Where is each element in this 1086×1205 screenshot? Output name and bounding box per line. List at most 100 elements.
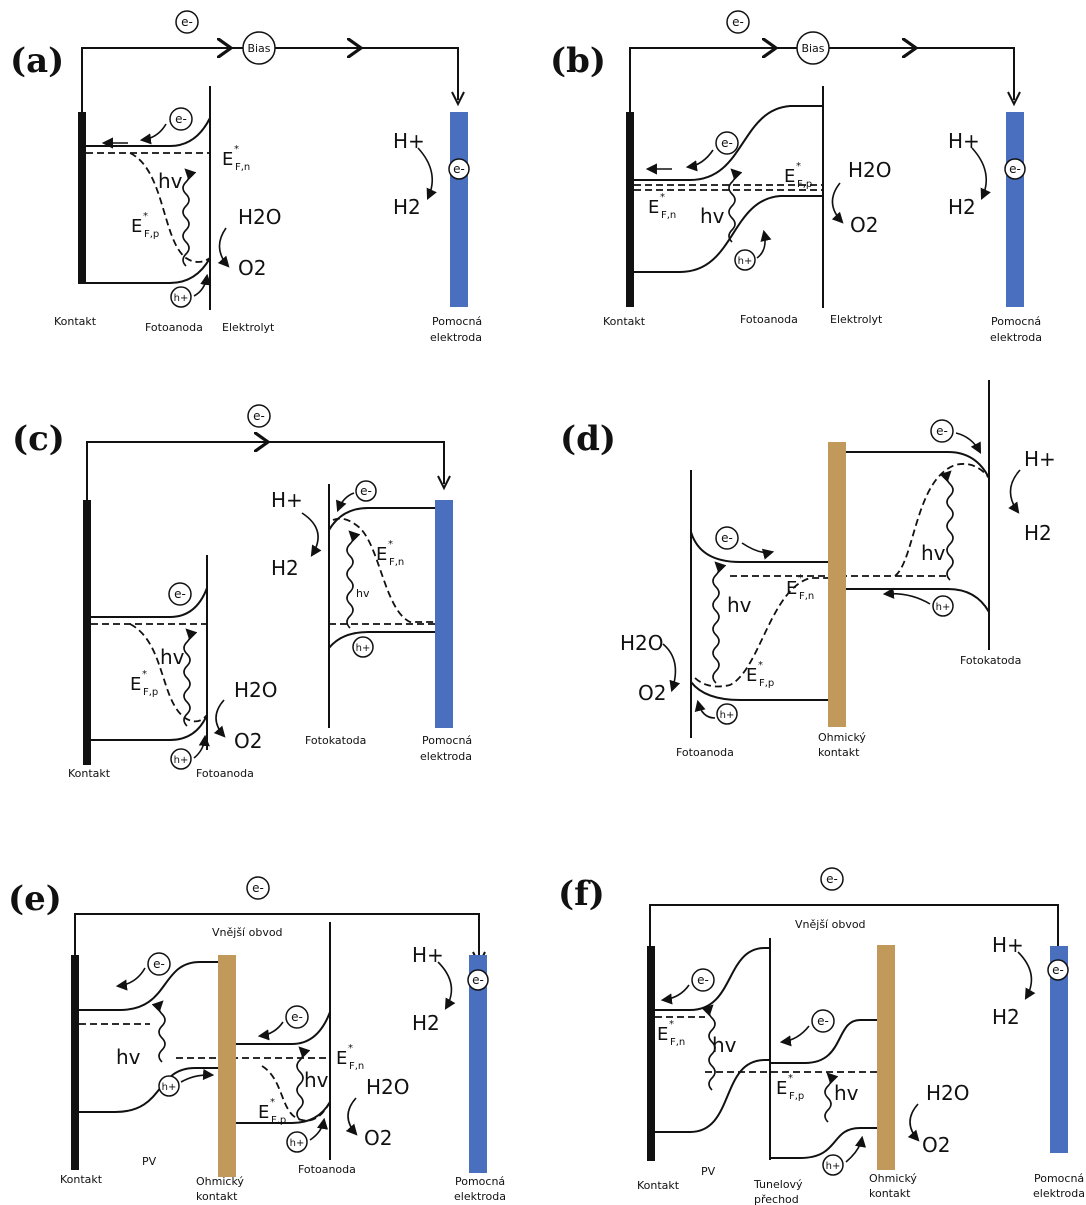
external-circuit-wire — [74, 913, 480, 960]
electron-symbol: e- — [715, 526, 739, 550]
label-ohmicky: Ohmický — [869, 1172, 917, 1185]
electron-symbol: e- — [169, 107, 193, 131]
label-kontakt: Kontakt — [637, 1179, 680, 1192]
label-prechod: přechod — [754, 1193, 799, 1205]
svg-text:e-: e- — [153, 957, 165, 971]
circuit-direction-arrow — [1007, 91, 1021, 107]
svg-text:h+: h+ — [356, 643, 371, 654]
svg-text:*: * — [348, 1043, 353, 1054]
electron-symbol: e- — [691, 968, 715, 992]
svg-text:F,p: F,p — [797, 179, 812, 190]
svg-text:e-: e- — [252, 881, 264, 895]
svg-text:E: E — [784, 166, 795, 187]
label-kontakt: Kontakt — [603, 315, 646, 328]
oxygen-label: O2 — [850, 213, 878, 237]
electron-flow-arrow — [955, 432, 982, 454]
valence-band — [655, 1059, 770, 1133]
svg-text:F,p: F,p — [789, 1091, 804, 1102]
water-label: H2O — [234, 678, 278, 702]
counter-electrode — [1006, 112, 1024, 307]
electron-flow-arrow — [115, 967, 146, 991]
hv-label: hv — [304, 1068, 329, 1092]
panel-e: (e) e- Vnější obvod hv e- h+ — [8, 876, 506, 1203]
oxygen-label: O2 — [922, 1133, 950, 1157]
label-pv: PV — [142, 1155, 157, 1168]
hole-flow-arrow — [309, 1117, 329, 1141]
hydrogen-label: H2 — [948, 195, 976, 219]
hole-quasi-fermi-level — [694, 577, 828, 688]
hole-flow-arrow — [694, 699, 716, 719]
conduction-band — [846, 451, 990, 479]
hydrogen-label: H2 — [992, 1005, 1020, 1029]
svg-text:h+: h+ — [162, 1082, 177, 1093]
svg-text:e-: e- — [721, 136, 733, 150]
proton-label: H+ — [271, 488, 303, 512]
water-label: H2O — [238, 205, 282, 229]
electron-symbol: e- — [355, 480, 377, 502]
electron-symbol: e- — [1004, 158, 1026, 180]
proton-label: H+ — [948, 129, 980, 153]
svg-text:*: * — [660, 192, 665, 203]
fermi-label-p: E * F,p — [746, 660, 774, 689]
hv-label: hv — [727, 593, 752, 617]
contact-bar — [626, 112, 634, 307]
electron-flow-arrow — [779, 1025, 810, 1047]
valence-band — [79, 1067, 218, 1113]
electron-symbol: e- — [820, 867, 844, 891]
hole-symbol: h+ — [170, 286, 192, 308]
electron-symbol: e- — [448, 158, 470, 180]
fermi-label-n: E * F,n — [648, 192, 676, 221]
svg-text:*: * — [270, 1097, 275, 1108]
panel-letter: (d) — [560, 419, 616, 459]
photon-wavy-arrow — [346, 530, 361, 629]
label-ohmicky: Ohmický — [818, 731, 866, 744]
contact-bar — [71, 955, 79, 1170]
label-pomocna: Pomocná — [422, 734, 472, 747]
hydrogen-label: H2 — [393, 195, 421, 219]
hydrogen-label: H2 — [1024, 521, 1052, 545]
svg-text:*: * — [388, 539, 393, 550]
label-fotoanoda: Fotoanoda — [298, 1163, 356, 1176]
water-label: H2O — [366, 1075, 410, 1099]
svg-text:F,n: F,n — [349, 1061, 364, 1072]
label-kontakt: Kontakt — [54, 315, 97, 328]
svg-text:F,p: F,p — [144, 229, 159, 240]
electron-flow-arrow — [741, 542, 775, 560]
svg-text:e-: e- — [174, 587, 186, 601]
label-elektroda: elektroda — [420, 750, 472, 763]
conduction-band — [236, 1011, 331, 1045]
hydrogen-label: H2 — [271, 556, 299, 580]
svg-text:h+: h+ — [290, 1138, 305, 1149]
valence-band — [634, 195, 823, 273]
fermi-label-p: E * F,p — [784, 161, 812, 190]
fermi-label-p: E * F,p — [130, 669, 158, 698]
hole-flow-arrow — [845, 1135, 867, 1163]
electron-symbol: e- — [467, 969, 489, 991]
oxygen-label: O2 — [364, 1126, 392, 1150]
svg-text:e-: e- — [817, 1014, 829, 1028]
panel-d: (d) hv e- h+ E * F,p E * F,n H2O O2 — [560, 380, 1056, 759]
svg-text:h+: h+ — [174, 755, 189, 766]
svg-text:e-: e- — [175, 112, 187, 126]
valence-band — [328, 631, 435, 649]
svg-text:e-: e- — [181, 15, 193, 29]
svg-text:*: * — [142, 669, 147, 680]
label-elektroda: elektroda — [1033, 1187, 1085, 1200]
photon-wavy-arrow — [939, 470, 954, 581]
water-label: H2O — [848, 158, 892, 182]
bias-source: Bias — [242, 31, 276, 65]
svg-text:F,n: F,n — [389, 557, 404, 568]
label-pomocna: Pomocná — [455, 1175, 505, 1188]
svg-text:F,p: F,p — [271, 1115, 286, 1126]
panel-letter: (c) — [12, 419, 65, 459]
label-fotoanoda: Fotoanoda — [676, 746, 734, 759]
circuit-direction-arrow — [437, 475, 451, 491]
svg-text:e-: e- — [1052, 963, 1064, 977]
label-kontakt: Kontakt — [60, 1173, 103, 1186]
conduction-band — [770, 1019, 877, 1064]
valence-band — [690, 681, 828, 701]
svg-text:h+: h+ — [936, 602, 951, 613]
svg-text:F,n: F,n — [799, 591, 814, 602]
panel-letter: (f) — [558, 874, 605, 914]
hole-flow-arrow — [756, 229, 772, 259]
